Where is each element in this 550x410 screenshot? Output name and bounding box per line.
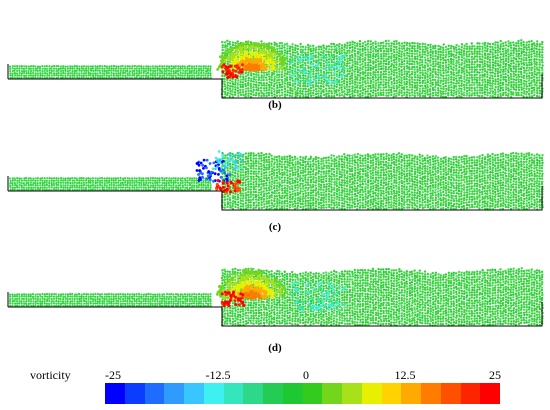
colorbar-swatch xyxy=(144,383,165,404)
particles xyxy=(8,150,544,211)
colorbar-swatch xyxy=(381,383,402,404)
particle-field-b xyxy=(7,39,544,99)
panel-b xyxy=(0,18,550,106)
colorbar-swatch xyxy=(342,383,362,404)
particle-field-d xyxy=(7,266,544,327)
panel-c xyxy=(0,130,550,218)
colorbar-swatch xyxy=(203,383,224,404)
colorbar-tick: -12.5 xyxy=(205,368,231,382)
colorbar-swatch xyxy=(460,383,481,404)
colorbar-swatch xyxy=(124,383,145,404)
colorbar-swatch xyxy=(302,383,323,404)
panel-label-b: (b) xyxy=(268,99,282,111)
colorbar-swatch xyxy=(223,383,244,404)
colorbar-swatch xyxy=(421,383,441,404)
colorbar-gradient xyxy=(105,383,500,404)
panel-label-c: (c) xyxy=(268,221,282,233)
particle-field-c xyxy=(7,150,544,211)
colorbar-swatch xyxy=(480,383,500,404)
colorbar-tick: 25 xyxy=(489,368,501,382)
colorbar-tick: 12.5 xyxy=(394,368,416,382)
colorbar-swatch xyxy=(361,383,382,404)
channel-boundary xyxy=(8,302,543,327)
colorbar-swatch xyxy=(105,383,125,404)
colorbar-swatch xyxy=(440,383,461,404)
colorbar-tick: 0 xyxy=(303,368,309,382)
panel-label-d: (d) xyxy=(268,342,282,354)
colorbar-swatch xyxy=(322,383,342,404)
colorbar-swatch xyxy=(263,383,283,404)
channel-boundary xyxy=(8,186,543,211)
colorbar-swatch xyxy=(164,383,184,404)
colorbar-tick: -25 xyxy=(105,368,121,382)
colorbar-swatch xyxy=(184,383,204,404)
colorbar-swatch xyxy=(282,383,303,404)
colorbar-legend: vorticity -25 -12.5 0 12.5 25 xyxy=(0,356,550,410)
colorbar-swatch xyxy=(401,383,421,404)
particles xyxy=(8,39,544,99)
colorbar-title: vorticity xyxy=(30,368,71,382)
colorbar-swatch xyxy=(243,383,263,404)
panel-d xyxy=(0,246,550,334)
channel-boundary xyxy=(8,74,543,99)
particles xyxy=(8,266,544,327)
